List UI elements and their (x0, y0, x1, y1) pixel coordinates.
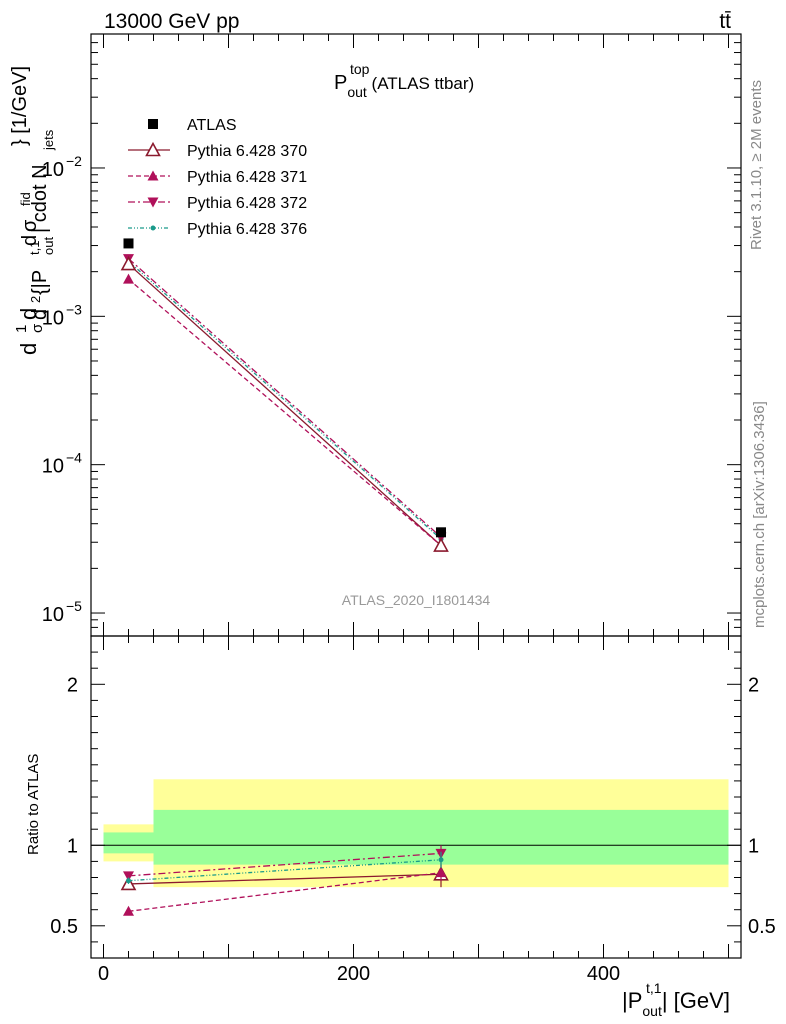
energy-label: 13000 GeV pp (104, 10, 239, 33)
ratio-point-py371 (123, 905, 134, 916)
xlabel-sup: t,1 (646, 980, 662, 996)
legend-label-py370: Pythia 6.428 370 (187, 143, 307, 160)
x-tick-label: 200 (337, 963, 370, 985)
legend-label-data: ATLAS (187, 117, 237, 134)
legend-marker-py376 (150, 225, 156, 231)
xlabel-sub: out (642, 1003, 662, 1019)
xlabel-main: |P (622, 988, 642, 1013)
x-tick-label: 400 (587, 963, 620, 985)
process-label: tt̄ (719, 10, 731, 33)
ylabel-part: d (29, 309, 51, 320)
plot-title: Pout (ATLAS ttbar) (334, 72, 474, 100)
main-y-axis-label: d 1 σ d d σ fid d 2 {|P t,1 out | cdot N… (9, 66, 56, 355)
point-py370 (433, 537, 449, 552)
ylabel-part: out (41, 237, 56, 255)
ylabel-part: 2 (28, 296, 43, 303)
main-panel-series (120, 238, 449, 552)
series-line-py372 (128, 258, 442, 538)
ratio-uncertainty-bands (103, 779, 729, 888)
plot-title-suffix: (ATLAS ttbar) (367, 74, 474, 93)
series-line-py371 (128, 278, 442, 547)
ylabel-part: σ (29, 323, 46, 333)
ratio-point-py376 (438, 857, 444, 863)
ylabel-part: d (19, 235, 41, 246)
ratio-panel-axes: 0.5 0.5 1 1 2 2 0 200 400 (50, 635, 776, 985)
legend-marker-py371 (147, 170, 159, 181)
watermark-label: ATLAS_2020_I1801434 (342, 592, 491, 608)
legend-marker-py370 (145, 141, 161, 157)
main-y-tick-label: 10 (42, 604, 64, 626)
mcplots-label: mcplots.cern.ch [arXiv:1306.3436] (751, 401, 768, 628)
ratio-y-tick-label: 2 (67, 674, 78, 696)
ratio-y-tick-label-right: 0.5 (748, 916, 776, 938)
x-tick-label: 0 (98, 963, 109, 985)
band-inner-0 (103, 832, 154, 854)
ylabel-part: } [1/GeV] (9, 66, 31, 146)
ylabel-part: t,1 (27, 241, 42, 255)
legend-label-py376: Pythia 6.428 376 (187, 221, 307, 238)
series-line-py370 (128, 263, 442, 547)
plot-title-main: P (334, 72, 347, 94)
point-py370 (120, 255, 137, 271)
ratio-y-tick-label: 0.5 (50, 916, 78, 938)
ylabel-part: {|P (29, 270, 51, 295)
ylabel-part: d (16, 308, 41, 320)
plot-title-sub: out (347, 84, 367, 100)
legend-label-py372: Pythia 6.428 372 (187, 195, 307, 212)
main-y-tick-label: 10 (42, 307, 64, 329)
series-line-py376 (128, 260, 442, 540)
ratio-point-py376 (126, 878, 131, 884)
ylabel-part: σ (19, 219, 41, 232)
ratio-point-py372 (123, 871, 134, 882)
ratio-panel-series (120, 845, 449, 916)
main-panel-axes: 10−210−310−410−5 (42, 33, 742, 637)
ratio-y-axis-label: Ratio to ATLAS (25, 754, 42, 855)
x-axis-label: |Pout| [GeV] (622, 988, 730, 1019)
legend-marker-py372 (147, 197, 159, 208)
ratio-point-py371 (435, 867, 447, 878)
ratio-line-py371 (128, 872, 442, 912)
ratio-y-tick-label: 1 (67, 835, 78, 857)
ratio-line-py370 (128, 873, 442, 885)
ratio-line-py372 (128, 852, 442, 877)
main-y-tick-label-exp: −2 (66, 153, 82, 169)
ylabel-part: | cdot N (29, 164, 51, 233)
main-y-tick-label: 10 (42, 456, 64, 478)
main-y-tick-label: 10 (42, 159, 64, 181)
xlabel-suffix: | [GeV] (662, 988, 730, 1013)
main-y-tick-label-exp: −4 (66, 450, 82, 466)
point-data (436, 527, 446, 538)
legend: ATLAS Pythia 6.428 370 Pythia 6.428 371 Pyt… (128, 117, 307, 238)
rivet-label: Rivet 3.1.10, ≥ 2M events (748, 80, 765, 250)
legend-label-py371: Pythia 6.428 371 (187, 169, 307, 186)
ylabel-part: jets (41, 129, 56, 151)
plot-title-sup: top (350, 61, 370, 77)
point-data (123, 238, 134, 249)
ratio-line-py376 (128, 859, 442, 882)
ylabel-part: d (16, 343, 41, 355)
ylabel-part: fid (18, 192, 33, 206)
ylabel-part: 1 (13, 325, 30, 333)
legend-marker-data (148, 119, 158, 129)
point-py371 (123, 273, 134, 284)
ratio-y-tick-label-right: 2 (748, 674, 759, 696)
main-y-tick-label-exp: −3 (66, 301, 82, 317)
main-y-tick-label-exp: −5 (66, 598, 82, 614)
ratio-y-tick-label-right: 1 (748, 835, 759, 857)
